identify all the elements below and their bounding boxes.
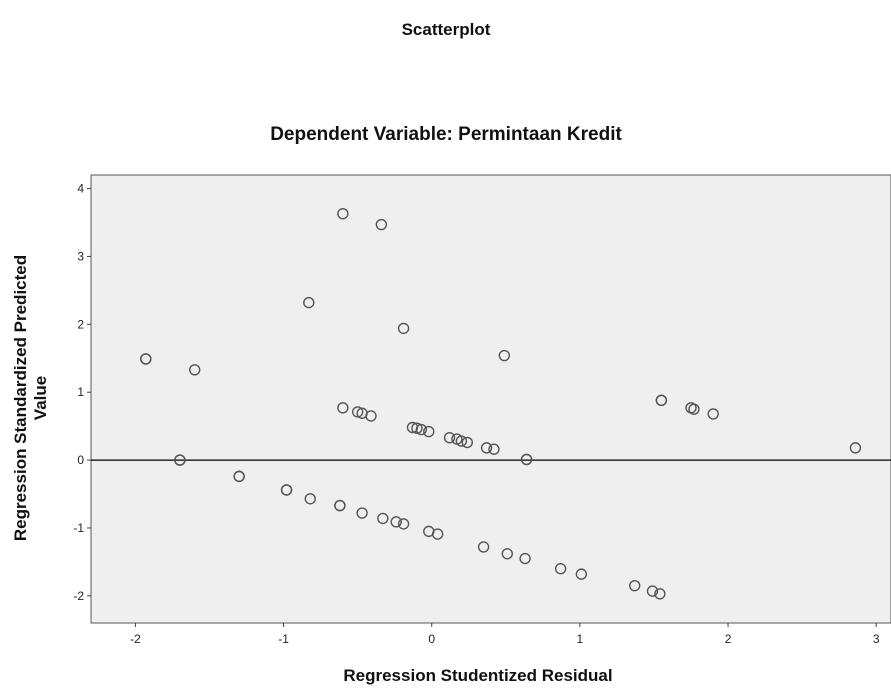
y-tick-label: -1 bbox=[73, 521, 84, 535]
y-tick-label: 1 bbox=[77, 385, 84, 399]
scatter-point bbox=[356, 507, 368, 519]
scatter-point bbox=[575, 568, 588, 580]
y-axis-label-line2: Value bbox=[31, 376, 50, 420]
scatter-point bbox=[646, 585, 659, 597]
scatter-point bbox=[377, 512, 389, 525]
y-tick-label: 0 bbox=[77, 453, 84, 467]
scatter-point bbox=[351, 406, 364, 418]
x-tick-label: -2 bbox=[130, 632, 141, 646]
scatter-point bbox=[554, 562, 567, 575]
scatter-point bbox=[654, 588, 666, 600]
scatter-point bbox=[365, 410, 377, 422]
y-axis-label-line1: Regression Standardized Predicted bbox=[11, 255, 30, 541]
chart-title: Scatterplot bbox=[402, 20, 491, 39]
scatter-point bbox=[280, 484, 293, 496]
scatter-point bbox=[423, 425, 435, 438]
scatter-point bbox=[629, 579, 641, 592]
scatter-point bbox=[189, 364, 201, 376]
scatter-point bbox=[174, 454, 186, 466]
scatter-point bbox=[390, 516, 402, 528]
scatter-point bbox=[411, 422, 423, 434]
x-tick-label: 0 bbox=[428, 632, 435, 646]
scatter-point bbox=[431, 528, 444, 540]
scatter-point bbox=[443, 431, 456, 444]
scatter-point bbox=[415, 423, 428, 436]
x-tick-label: 1 bbox=[577, 632, 584, 646]
scatter-point bbox=[334, 499, 346, 512]
scatter-point bbox=[233, 470, 245, 483]
y-tick-label: -2 bbox=[73, 589, 84, 603]
scatter-point bbox=[498, 349, 511, 362]
scatter-point bbox=[477, 541, 490, 553]
x-axis-label: Regression Studentized Residual bbox=[343, 666, 612, 685]
y-axis-label: Regression Standardized Predicted Value bbox=[11, 255, 50, 541]
scatter-point bbox=[501, 548, 513, 560]
scatter-point bbox=[461, 436, 473, 449]
scatter-point bbox=[655, 394, 668, 407]
x-tick-label: 3 bbox=[873, 632, 880, 646]
x-tick-label: 2 bbox=[725, 632, 732, 646]
scatter-point bbox=[303, 296, 315, 309]
chart-subtitle: Dependent Variable: Permintaan Kredit bbox=[270, 124, 622, 145]
scatter-point bbox=[519, 552, 531, 565]
scatter-point bbox=[488, 443, 500, 455]
plot-area bbox=[90, 174, 891, 624]
scatter-point bbox=[480, 442, 493, 454]
y-axis-ticks: -2 -1 0 1 2 3 4 bbox=[73, 182, 91, 603]
scatter-point bbox=[375, 218, 388, 231]
scatter-point bbox=[520, 453, 533, 466]
x-axis-ticks: -2 -1 0 1 2 3 bbox=[130, 623, 880, 646]
y-tick-label: 4 bbox=[77, 182, 84, 196]
scatter-point bbox=[688, 403, 700, 415]
scatter-point bbox=[849, 442, 862, 454]
scatter-point bbox=[304, 493, 316, 505]
scatter-point bbox=[397, 518, 410, 530]
scatter-point bbox=[397, 322, 410, 335]
scatter-point bbox=[337, 402, 349, 414]
scatter-point bbox=[140, 353, 152, 365]
data-points bbox=[140, 207, 862, 600]
y-tick-label: 2 bbox=[77, 317, 84, 331]
scatter-point bbox=[707, 408, 719, 420]
x-tick-label: -1 bbox=[278, 632, 289, 646]
y-tick-label: 3 bbox=[77, 249, 84, 263]
scatter-point bbox=[337, 207, 349, 220]
scatter-point bbox=[455, 435, 468, 447]
